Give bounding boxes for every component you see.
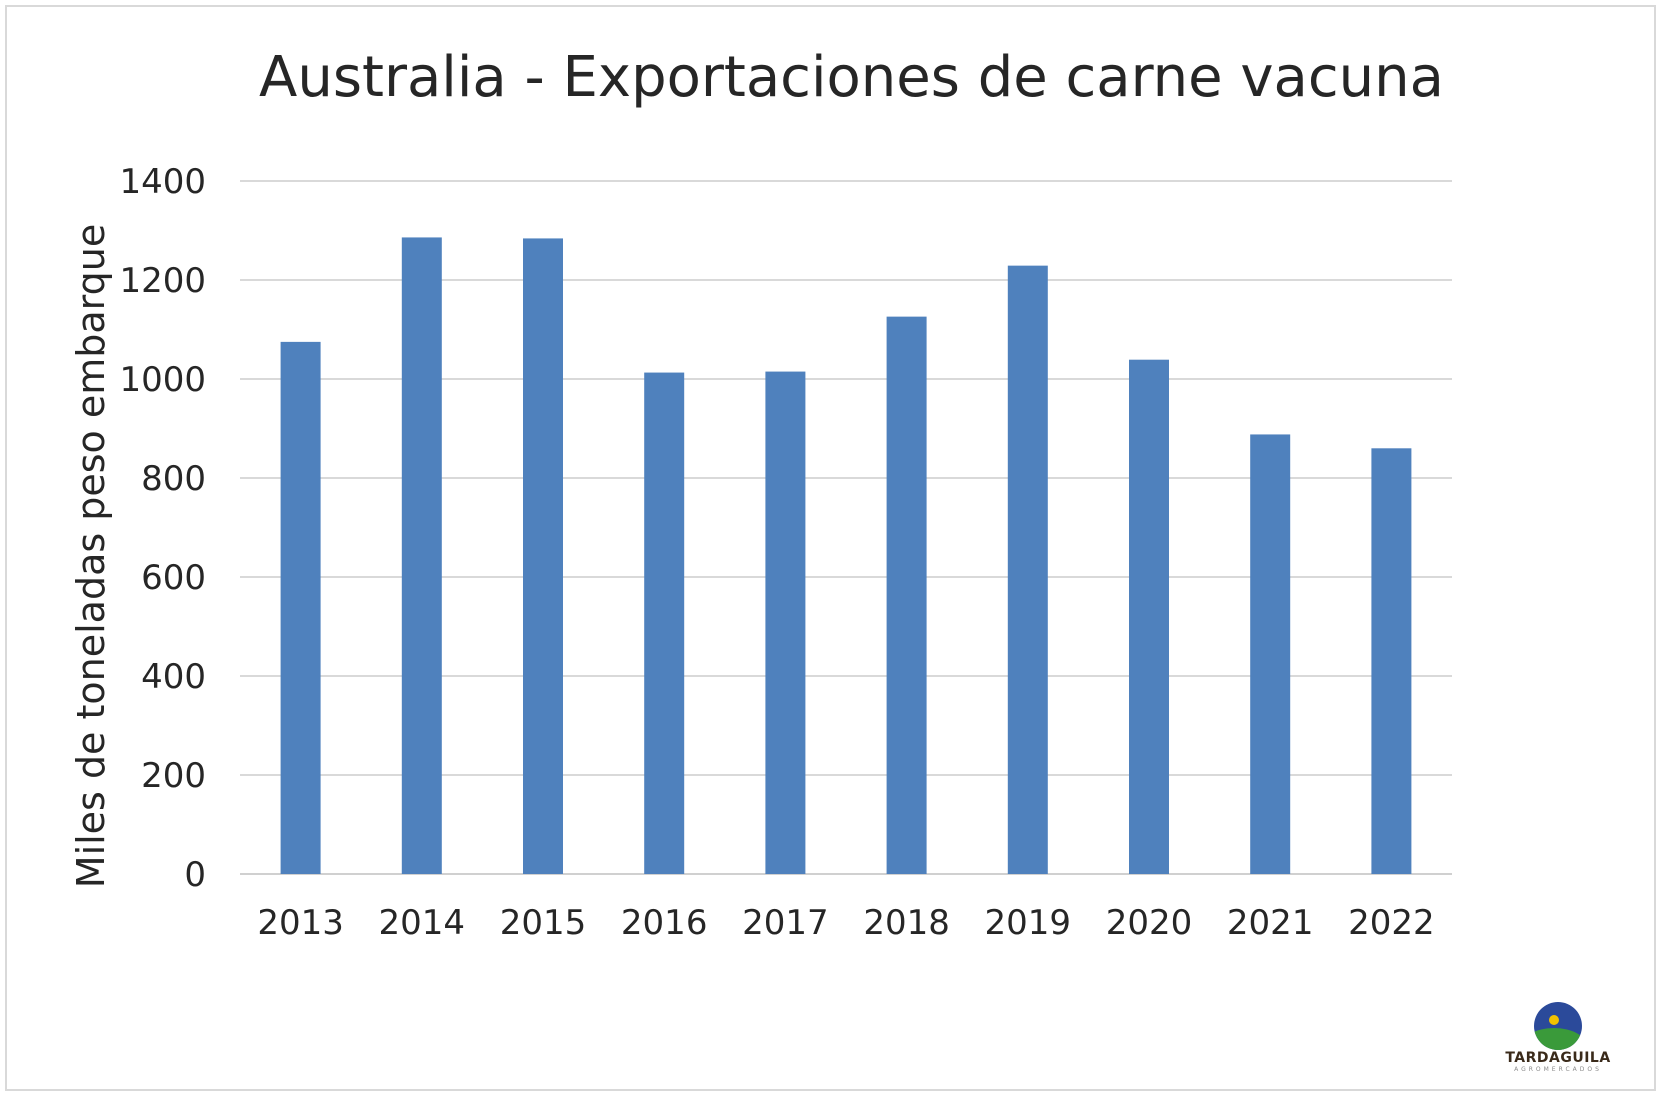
- bar-2019: [1007, 265, 1048, 874]
- y-tick-label: 400: [141, 657, 206, 697]
- chart-title: Australia - Exportaciones de carne vacun…: [259, 45, 1444, 110]
- x-tick-label: 2018: [863, 903, 950, 943]
- tardaguila-logo: TARDAGUILA AGROMERCADOS: [1488, 1000, 1628, 1080]
- y-tick-label: 1400: [119, 162, 206, 202]
- y-tick-label: 800: [141, 459, 206, 499]
- logo-wordmark: TARDAGUILA: [1505, 1050, 1611, 1066]
- y-tick-label: 1200: [119, 261, 206, 301]
- bars: [280, 237, 1412, 875]
- gridlines: [240, 180, 1452, 875]
- bar-2013: [280, 341, 321, 874]
- bar-2018: [886, 316, 927, 874]
- x-tick-label: 2022: [1348, 903, 1435, 943]
- bar-2017: [765, 371, 806, 874]
- logo-subtitle: AGROMERCADOS: [1514, 1066, 1602, 1073]
- x-tick-labels: 2013 2014 2015 2016 2017 2018 2019 2020 2021 2022: [257, 903, 1434, 943]
- x-tick-label: 2016: [621, 903, 708, 943]
- y-axis-label: Miles de toneladas peso embarque: [69, 224, 113, 888]
- x-tick-label: 2017: [742, 903, 829, 943]
- x-tick-label: 2019: [985, 903, 1072, 943]
- x-tick-label: 2020: [1106, 903, 1193, 943]
- y-tick-label: 0: [184, 855, 206, 895]
- bar-2014: [401, 237, 442, 874]
- bar-2021: [1250, 434, 1291, 874]
- y-tick-label: 600: [141, 558, 206, 598]
- x-tick-label: 2021: [1227, 903, 1314, 943]
- bar-2015: [523, 238, 563, 875]
- x-tick-label: 2014: [379, 903, 466, 943]
- x-tick-label: 2015: [500, 903, 587, 943]
- y-tick-label: 1000: [119, 360, 206, 400]
- bar-2022: [1371, 448, 1412, 874]
- y-tick-labels: 0 200 400 600 800 1000 1200 1400: [119, 162, 206, 895]
- y-tick-label: 200: [141, 756, 206, 796]
- bar-2020: [1129, 359, 1169, 874]
- logo-icon: [1534, 1002, 1582, 1050]
- x-tick-label: 2013: [257, 903, 344, 943]
- bar-2016: [644, 372, 685, 874]
